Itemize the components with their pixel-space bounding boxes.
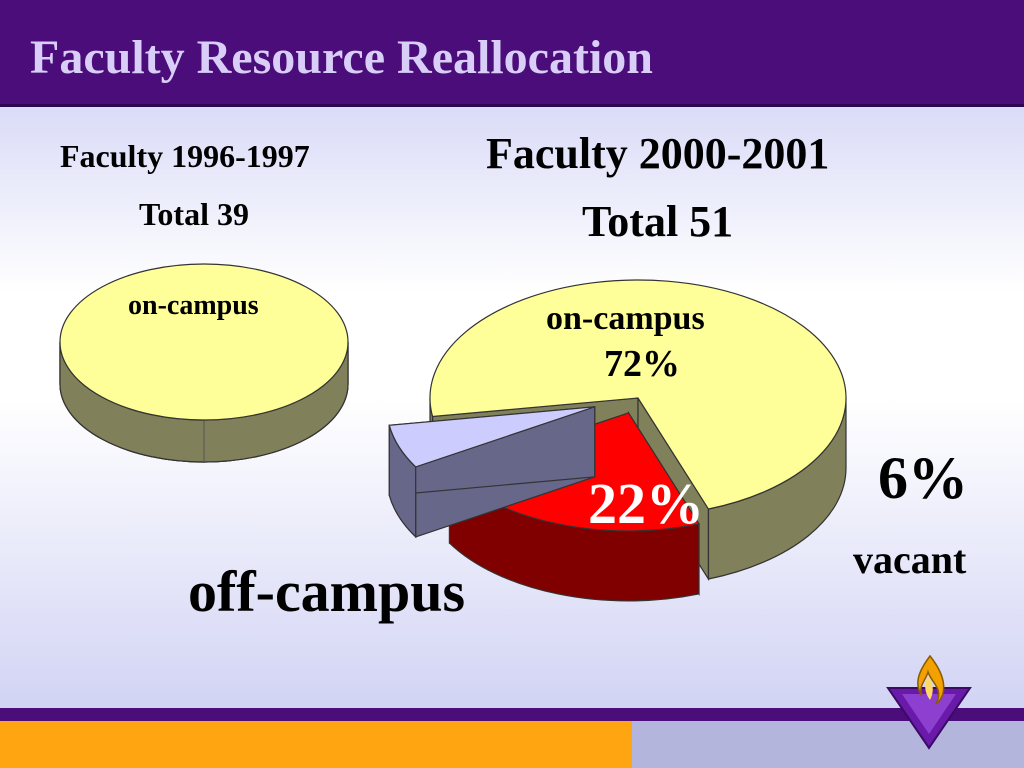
footer-lavender-block bbox=[632, 721, 1024, 768]
chart-1-subtitle: Total 39 bbox=[139, 196, 249, 232]
pie-slice-vacant bbox=[388, 406, 596, 539]
chart-2-on-campus-label: on-campus bbox=[546, 300, 705, 337]
footer-bar bbox=[0, 708, 1024, 721]
footer-orange-block bbox=[0, 721, 632, 768]
chart-2-title: Faculty 2000-2001 bbox=[486, 129, 830, 178]
chart-1-on-campus-label: on-campus bbox=[128, 290, 259, 321]
pie-2000-2001 bbox=[388, 279, 847, 602]
pie-1996-1997 bbox=[59, 263, 349, 463]
flame-shield-icon bbox=[886, 654, 972, 750]
slide-title: Faculty Resource Reallocation bbox=[30, 31, 653, 84]
chart-2-vacant-value: 6% bbox=[878, 445, 968, 511]
title-bar bbox=[0, 0, 1024, 104]
chart-2-off-campus-label: off-campus bbox=[188, 559, 466, 624]
chart-2-subtitle: Total 51 bbox=[582, 197, 734, 246]
pie-slice-on-campus bbox=[59, 263, 349, 463]
title-bar-divider bbox=[0, 104, 1024, 107]
chart-2-off-campus-value: 22% bbox=[588, 471, 704, 536]
chart-2-on-campus-value: 72% bbox=[604, 343, 680, 385]
chart-2-vacant-label: vacant bbox=[853, 537, 967, 582]
chart-1-title: Faculty 1996-1997 bbox=[60, 138, 310, 174]
